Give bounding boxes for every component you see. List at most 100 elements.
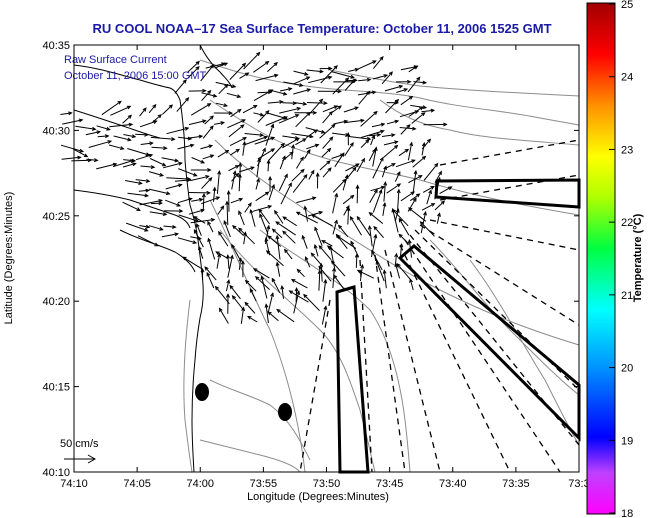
- current-vector-head: [231, 84, 237, 88]
- current-vector: [421, 109, 435, 113]
- current-vector: [319, 124, 336, 139]
- current-vector-head: [225, 200, 230, 206]
- current-vector: [62, 119, 83, 125]
- current-vector: [97, 135, 109, 138]
- current-vector-head: [337, 224, 343, 229]
- current-vector-head: [145, 188, 151, 193]
- current-vector-head: [355, 184, 360, 189]
- current-vector-head: [323, 305, 328, 310]
- current-vector-head: [267, 205, 273, 209]
- current-vector-head: [231, 243, 235, 249]
- current-vector-head: [178, 209, 184, 214]
- current-vector: [122, 201, 141, 211]
- current-vector: [345, 163, 360, 172]
- current-vector-head: [205, 175, 210, 179]
- current-vector-head: [329, 245, 333, 251]
- current-vector-head: [163, 146, 168, 151]
- current-vector-head: [283, 116, 288, 120]
- current-vector: [343, 205, 350, 216]
- current-vector: [331, 154, 344, 159]
- current-vector: [274, 210, 284, 224]
- current-vector-head: [226, 190, 231, 195]
- current-vector-head: [371, 90, 377, 95]
- current-vector: [253, 89, 273, 102]
- current-vector-head: [284, 173, 288, 178]
- current-vector: [347, 207, 350, 225]
- current-vector: [178, 214, 199, 222]
- current-vector-head: [264, 237, 269, 242]
- current-vector: [400, 244, 403, 257]
- current-vector: [190, 103, 211, 116]
- current-vector: [304, 206, 308, 222]
- current-vector-head: [210, 64, 215, 69]
- current-vector: [333, 120, 348, 125]
- current-vector-head: [244, 301, 249, 307]
- current-vector: [332, 77, 349, 95]
- current-vector-head: [310, 214, 316, 218]
- current-vector: [359, 264, 363, 282]
- current-vector: [255, 178, 260, 190]
- current-vector: [267, 235, 282, 247]
- current-vector: [318, 266, 332, 282]
- current-vector: [244, 302, 256, 314]
- current-vector-head: [290, 279, 296, 283]
- current-vector-head: [380, 185, 386, 190]
- current-vector-head: [223, 220, 228, 225]
- current-vector-head: [264, 303, 269, 308]
- current-vector-head: [275, 261, 280, 267]
- current-vector-head: [257, 157, 261, 163]
- current-vector: [305, 256, 311, 268]
- current-vector-head: [200, 267, 205, 273]
- current-vector: [150, 202, 162, 205]
- current-vector-head: [395, 208, 400, 213]
- current-vector-head: [171, 137, 176, 142]
- current-vector-head: [354, 253, 359, 258]
- current-vector-head: [241, 306, 246, 312]
- current-vector-head: [208, 144, 214, 149]
- current-vector-head: [349, 215, 354, 221]
- current-vector-head: [186, 178, 192, 183]
- current-vector-head: [310, 252, 315, 257]
- station-marker: [195, 383, 209, 401]
- current-vector-head: [288, 182, 292, 187]
- current-vector-head: [304, 256, 309, 261]
- current-vector-head: [188, 197, 193, 202]
- current-vector-head: [319, 98, 324, 103]
- current-vector: [400, 66, 418, 71]
- current-vector-head: [165, 191, 171, 196]
- current-vector-head: [409, 278, 413, 283]
- current-vector: [423, 163, 438, 181]
- current-vector: [190, 175, 209, 182]
- y-tick-label: 40:30: [42, 125, 70, 137]
- current-vector: [258, 209, 271, 225]
- current-vector: [215, 81, 236, 88]
- current-vector: [213, 187, 216, 202]
- current-vector: [182, 256, 203, 270]
- current-vector-head: [212, 93, 218, 98]
- current-vector-head: [443, 122, 448, 127]
- current-vector-head: [253, 104, 258, 109]
- current-vector-head: [328, 66, 333, 71]
- current-vector: [383, 270, 387, 289]
- current-vector-head: [295, 211, 301, 216]
- current-vector-head: [268, 89, 274, 94]
- current-vector-head: [394, 119, 400, 124]
- current-vector-head: [388, 71, 393, 76]
- current-vector-head: [127, 137, 132, 142]
- current-vector: [140, 165, 155, 168]
- current-vector: [242, 105, 257, 114]
- current-vector: [227, 255, 233, 278]
- current-vector-head: [407, 207, 413, 212]
- current-vector-head: [265, 110, 270, 115]
- current-vector: [217, 150, 229, 158]
- current-vector-head: [315, 172, 320, 177]
- current-vector: [125, 222, 148, 232]
- current-vector-head: [138, 181, 143, 185]
- current-vector: [240, 307, 245, 324]
- current-vector-head: [223, 62, 229, 67]
- current-vector: [291, 279, 308, 289]
- current-vector: [381, 134, 395, 137]
- current-vector-head: [282, 230, 287, 235]
- current-vector: [174, 179, 191, 182]
- current-vector: [162, 104, 173, 115]
